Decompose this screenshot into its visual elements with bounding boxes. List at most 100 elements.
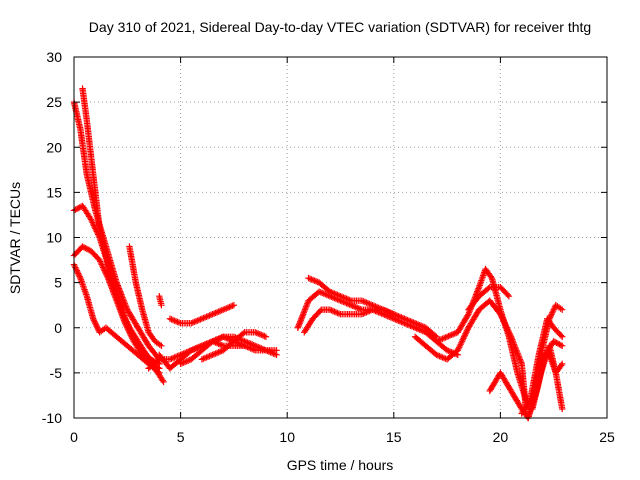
data-point	[83, 245, 90, 252]
data-point	[354, 304, 361, 311]
data-point	[215, 308, 222, 315]
data-point	[547, 312, 555, 319]
data-point	[376, 305, 384, 312]
data-point	[410, 319, 417, 326]
data-point	[213, 309, 221, 316]
data-point	[230, 301, 238, 309]
data-point	[124, 320, 131, 327]
data-point	[559, 342, 566, 349]
data-point	[75, 270, 82, 277]
data-point	[433, 351, 440, 359]
data-point	[329, 289, 337, 297]
data-point	[201, 314, 209, 321]
data-point	[194, 317, 201, 324]
data-point	[171, 317, 178, 324]
data-point	[121, 314, 128, 321]
data-point	[390, 311, 397, 318]
data-point	[220, 306, 227, 313]
data-point	[361, 309, 369, 317]
data-point	[74, 268, 81, 276]
data-point	[181, 358, 189, 366]
data-point	[121, 315, 129, 322]
data-point	[311, 277, 318, 284]
data-point	[443, 333, 451, 340]
data-point	[439, 335, 446, 342]
data-point	[198, 315, 206, 322]
data-point	[102, 268, 109, 276]
data-point	[436, 352, 443, 360]
series-track-15	[305, 274, 397, 318]
data-point	[188, 347, 195, 354]
data-point	[308, 276, 315, 283]
data-point	[381, 307, 388, 314]
data-point	[189, 319, 196, 326]
data-point	[443, 347, 451, 354]
data-point	[158, 342, 165, 349]
data-point	[171, 354, 178, 361]
data-point	[75, 204, 82, 212]
data-point	[316, 307, 324, 315]
series-track-5	[79, 85, 167, 386]
data-point	[174, 318, 181, 326]
data-point	[123, 318, 130, 325]
data-point	[204, 312, 212, 320]
data-point	[221, 334, 228, 341]
data-point	[169, 316, 177, 324]
data-point	[346, 296, 353, 304]
data-point	[363, 309, 370, 316]
data-point	[203, 313, 210, 320]
data-point	[93, 323, 100, 330]
data-point	[464, 312, 471, 319]
data-point	[449, 330, 457, 338]
data-point	[92, 321, 100, 328]
data-point	[369, 301, 376, 309]
data-point	[245, 344, 253, 351]
data-point	[460, 335, 467, 342]
data-point	[124, 321, 132, 328]
data-point	[197, 316, 204, 323]
data-point	[358, 297, 366, 304]
data-point	[236, 340, 244, 348]
data-point	[94, 324, 101, 331]
data-point	[229, 302, 236, 310]
data-point	[402, 316, 410, 323]
data-point	[315, 288, 323, 295]
data-point	[215, 335, 222, 342]
data-point	[392, 311, 399, 319]
data-point	[408, 318, 416, 326]
data-point	[461, 332, 469, 339]
data-point	[118, 308, 125, 315]
data-point	[200, 355, 207, 362]
data-point	[550, 306, 557, 313]
data-point	[85, 246, 92, 253]
data-point	[431, 332, 439, 339]
data-point	[80, 244, 88, 251]
x-tick-label: 5	[177, 429, 185, 445]
data-point	[414, 321, 422, 328]
series-track-12	[156, 292, 165, 309]
data-point	[351, 303, 358, 310]
data-point	[89, 220, 97, 228]
data-point	[119, 309, 126, 316]
data-point	[387, 309, 394, 317]
data-point	[244, 343, 251, 351]
data-point	[207, 311, 215, 319]
y-tick-label: -5	[50, 365, 63, 381]
data-point	[320, 290, 327, 297]
data-point	[378, 305, 385, 313]
data-point	[210, 337, 218, 344]
data-point	[252, 329, 259, 336]
data-point	[89, 219, 96, 226]
series-track-3	[70, 243, 163, 372]
series-track-13	[294, 288, 461, 359]
x-tick-label: 0	[70, 429, 78, 445]
data-point	[557, 332, 565, 339]
data-point	[550, 338, 557, 345]
data-point	[434, 352, 442, 359]
y-tick-label: 0	[54, 320, 62, 336]
data-point	[96, 256, 103, 264]
y-tick-label: 20	[46, 139, 62, 155]
data-point	[485, 285, 492, 292]
data-point	[331, 308, 338, 315]
